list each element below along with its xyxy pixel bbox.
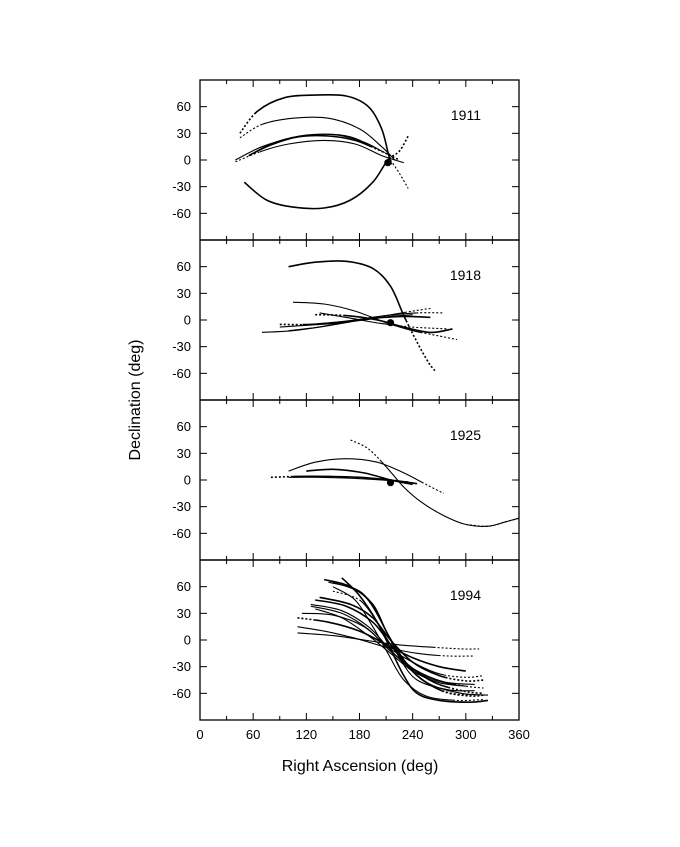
x-tick-label: 60	[246, 727, 260, 742]
trajectory-curve-6	[465, 517, 520, 527]
trajectory-curve-7	[297, 617, 466, 672]
panel-year-label: 1994	[450, 587, 481, 603]
curves	[261, 260, 458, 372]
panel-1911: 60 30 0 -30 -60 1911	[172, 79, 520, 241]
trajectory-curve-dotted-2	[239, 116, 396, 161]
trajectory-curve-15	[310, 605, 475, 685]
y-tick-label: -30	[172, 499, 191, 514]
panels-layer: 60300-30-60191160300-30-60191860300-30-6…	[172, 79, 530, 742]
x-tick-label: 360	[508, 727, 530, 742]
y-tick-label: 0	[184, 313, 191, 328]
y-tick-label: -30	[172, 179, 191, 194]
panel-1925: 60 30 0 -30 -60 1925	[172, 399, 520, 561]
trajectory-curve-8	[319, 312, 449, 330]
y-tick-label: 60	[177, 579, 191, 594]
x-tick-label: 0	[196, 727, 203, 742]
trajectory-curve-5	[310, 603, 484, 689]
x-tick-labels: 0 60 120 180 240 300 360	[196, 727, 529, 742]
trajectory-curve-dotted-1	[239, 93, 393, 165]
trajectory-curve-6	[248, 133, 382, 157]
y-tick-label: 0	[184, 473, 191, 488]
y-tick-label: 60	[177, 259, 191, 274]
trajectory-curve-14	[332, 581, 475, 692]
trajectory-curve-dotted-8	[297, 626, 475, 657]
y-tick-label: -30	[172, 659, 191, 674]
curves	[235, 93, 409, 210]
trajectory-curve-dotted-9	[288, 307, 431, 332]
y-tick-label: 30	[177, 446, 191, 461]
x-tick-label: 300	[455, 727, 477, 742]
trajectory-curve-dotted-3	[292, 301, 458, 341]
trajectory-curve-4	[306, 468, 413, 486]
panel-frame	[199, 79, 520, 241]
trajectory-curve-dotted-13	[319, 596, 484, 682]
panel-1994: 60 30 0 -30 -60 1994	[172, 559, 520, 721]
trajectory-curve-1	[288, 260, 436, 372]
panel-year-label: 1911	[451, 107, 481, 123]
trajectory-curve-1	[239, 93, 393, 165]
y-tick-label: 0	[184, 633, 191, 648]
trajectory-curve-10	[341, 577, 489, 704]
trajectory-curve-2	[239, 116, 396, 161]
trajectory-curve-dotted-1	[323, 578, 484, 697]
marker-point	[386, 319, 395, 327]
panel-1918: 60 30 0 -30 -60 1918	[172, 239, 520, 401]
x-tick-label: 120	[295, 727, 317, 742]
trajectory-curve-4	[248, 134, 400, 161]
y-axis-label: Declination (deg)	[127, 340, 144, 461]
x-axis-label: Right Ascension (deg)	[282, 758, 439, 775]
y-tick-label: -60	[172, 526, 191, 541]
y-tick-label: 60	[177, 99, 191, 114]
y-tick-label: 30	[177, 606, 191, 621]
panel-year-label: 1918	[450, 267, 481, 283]
curves	[297, 577, 489, 704]
y-tick-label: -60	[172, 366, 191, 381]
trajectory-curve-dotted-1	[288, 260, 436, 372]
trajectory-curve-8	[390, 159, 409, 189]
trajectory-curve-dotted-3	[235, 133, 391, 161]
y-tick-label: 60	[177, 419, 191, 434]
panel-frame	[199, 399, 520, 561]
trajectory-curve-5	[350, 439, 520, 527]
trajectory-curve-3	[235, 133, 391, 161]
x-tick-label: 180	[349, 727, 371, 742]
trajectory-curve-5	[235, 139, 404, 164]
trajectory-curve-dotted-5	[261, 312, 444, 333]
trajectory-curve-dotted-3	[288, 458, 444, 494]
trajectory-curve-2	[288, 260, 333, 268]
marker-point	[386, 479, 395, 487]
trajectory-curve-dotted-7	[243, 135, 409, 210]
trajectory-curve-3	[288, 458, 444, 494]
trajectory-curve-dotted-5	[350, 439, 520, 527]
y-tick-label: -60	[172, 206, 191, 221]
marker-point	[384, 159, 392, 167]
trajectory-curve-11	[332, 586, 484, 702]
panel-year-label: 1925	[450, 427, 481, 443]
y-tick-label: 30	[177, 286, 191, 301]
x-tick-label: 240	[402, 727, 424, 742]
trajectory-curve-9	[288, 307, 431, 332]
trajectory-curve-dotted-11	[332, 586, 484, 702]
y-tick-label: -60	[172, 686, 191, 701]
trajectory-curve-13	[319, 596, 484, 682]
y-tick-label: 0	[184, 153, 191, 168]
trajectory-curve-dotted-7	[297, 617, 466, 672]
trajectory-curve-7	[243, 135, 409, 210]
trajectory-curve-3	[292, 301, 458, 341]
trajectory-curve-dotted-5	[310, 603, 484, 689]
trajectory-curve-12	[315, 608, 466, 687]
curves	[270, 439, 520, 527]
y-tick-label: 30	[177, 126, 191, 141]
y-tick-label: -30	[172, 339, 191, 354]
